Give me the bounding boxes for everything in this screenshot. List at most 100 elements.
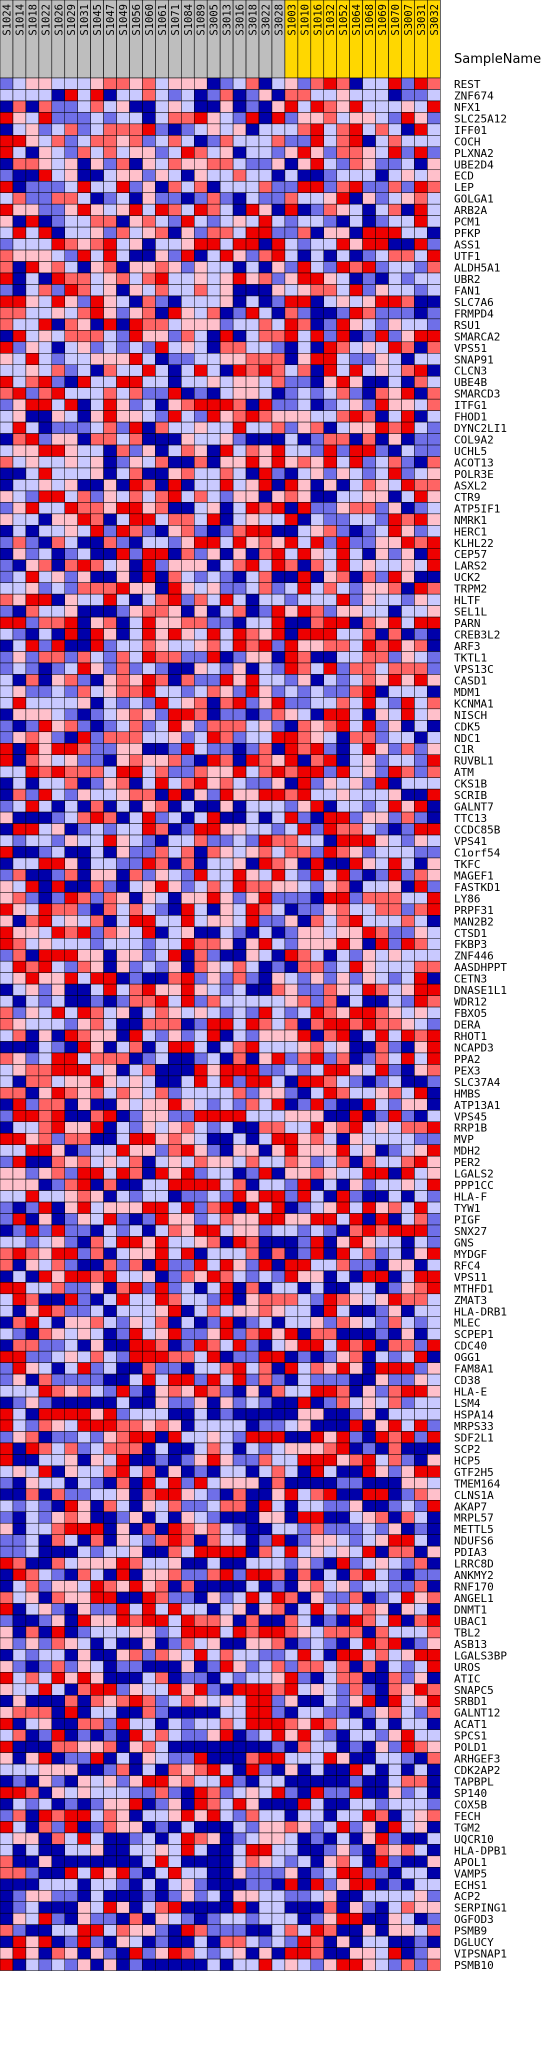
heatmap-cell [401,135,415,148]
heatmap-cell [297,1454,312,1467]
heatmap-cell [336,1591,350,1604]
heatmap-cell [181,1087,195,1100]
heatmap-cell [245,1110,260,1123]
heatmap-cell [245,674,260,687]
heatmap-cell [90,192,104,205]
heatmap-cell [336,387,350,400]
heatmap-cell [77,1064,91,1077]
heatmap-cell [90,960,104,973]
heatmap-cell [194,811,208,824]
heatmap-cell [297,1178,312,1191]
heatmap-cell [0,1545,14,1558]
heatmap-cell [12,525,27,538]
heatmap-cell [90,1144,104,1157]
heatmap-cell [103,1362,117,1375]
heatmap-cell [103,1270,117,1283]
heatmap-cell [219,1293,234,1306]
heatmap-cell [232,387,247,400]
heatmap-cell [388,915,402,928]
heatmap-cell [219,433,234,446]
heatmap-cell [427,743,441,755]
heatmap-cell [375,1052,389,1065]
heatmap-cell [155,135,169,148]
heatmap-cell [77,1637,91,1650]
heatmap-cell [25,1706,40,1719]
heatmap-cell [297,1717,312,1730]
heatmap-cell [194,1018,208,1031]
heatmap-cell [181,249,195,262]
heatmap-cell [427,146,441,159]
heatmap-cell [388,754,402,767]
heatmap-cell [336,330,350,343]
heatmap-cell [116,960,130,973]
heatmap-cell [12,708,27,721]
heatmap-cell [232,1385,247,1398]
heatmap-cell [271,1626,286,1639]
heatmap-cell [116,158,130,171]
heatmap-cell [25,467,40,480]
heatmap-cell [388,318,402,331]
heatmap-cell [427,1350,441,1363]
heatmap-cell [25,1075,40,1088]
heatmap-cell [116,834,130,847]
heatmap-cell [414,548,428,560]
heatmap-cell [103,1649,117,1662]
heatmap-cell [219,1247,234,1260]
heatmap-cell [375,536,389,549]
heatmap-cell [297,1591,312,1604]
heatmap-cell [103,444,117,457]
heatmap-cell [142,295,156,308]
heatmap-cell [155,570,169,583]
heatmap-cell [77,1385,91,1398]
heatmap-cell [297,1362,312,1375]
heatmap-cell [103,1591,117,1604]
heatmap-cell [0,1477,14,1490]
heatmap-cell [142,1259,156,1272]
heatmap-cell [258,1477,273,1490]
heatmap-cell [245,467,260,480]
heatmap-cell [414,112,428,125]
heatmap-cell [323,1568,337,1581]
heatmap-cell [194,754,208,767]
heatmap-cell [0,697,14,710]
heatmap-cell [116,651,130,664]
heatmap-cell [219,1110,234,1123]
heatmap-cell [64,1431,78,1444]
heatmap-cell [194,1029,208,1042]
heatmap-cell [77,892,91,905]
heatmap-cell [427,513,441,526]
heatmap-cell [181,341,195,354]
heatmap-cell [427,1522,441,1535]
heatmap-cell [323,743,337,755]
heatmap-cell [194,1603,208,1616]
heatmap-cell [271,1385,286,1398]
heatmap-cell [258,146,273,159]
heatmap-cell [323,1431,337,1444]
heatmap-cell [388,341,402,354]
heatmap-cell [25,628,40,641]
heatmap-cell [245,1396,260,1409]
heatmap-cell [336,720,350,733]
heatmap-cell [90,1454,104,1467]
heatmap-cell [271,1305,286,1318]
heatmap-cell [51,616,65,629]
heatmap-cell [142,1465,156,1478]
sample-label: S1003 [286,4,298,36]
heatmap-cell [38,765,53,778]
heatmap-cell [38,1087,53,1100]
heatmap-cell [258,1580,273,1593]
heatmap-cell [414,1282,428,1295]
heatmap-cell [116,1339,130,1352]
heatmap-cell [206,307,221,320]
heatmap-cell [232,330,247,343]
heatmap-cell [310,525,324,538]
heatmap-cell [414,834,428,847]
heatmap-cell [0,525,14,538]
heatmap-cell [51,479,65,492]
heatmap-cell [25,1511,40,1524]
heatmap-cell [181,1706,195,1719]
heatmap-cell [129,100,143,113]
heatmap-cell [38,559,53,572]
heatmap-cell [103,1477,117,1490]
